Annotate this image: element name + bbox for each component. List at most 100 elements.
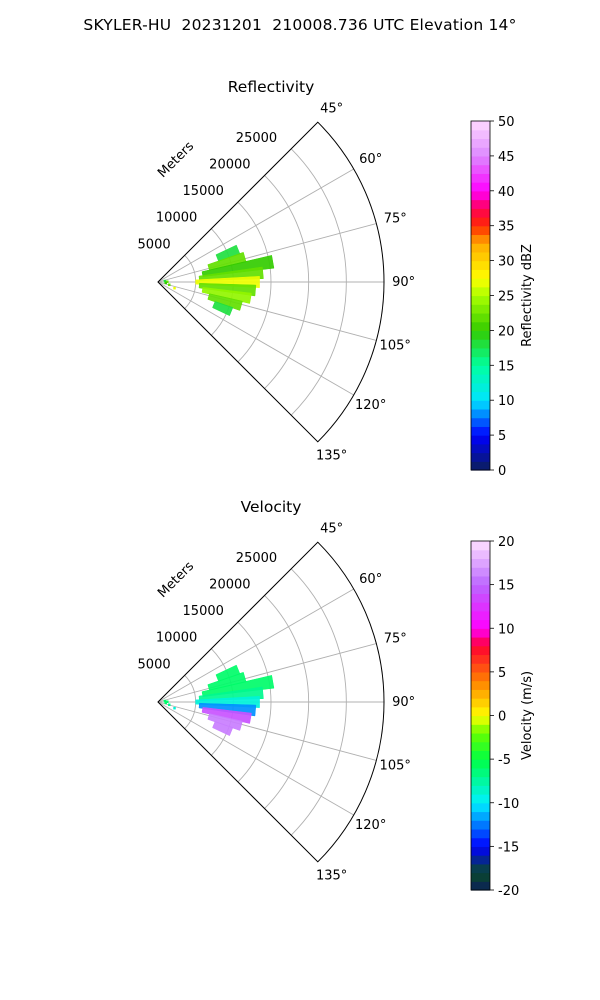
data-speck — [173, 286, 176, 290]
data-cell — [212, 721, 234, 737]
colorbar-segment — [471, 698, 490, 708]
colorbar-segment — [471, 785, 490, 795]
panel-title: Velocity — [241, 498, 302, 516]
colorbar-segment — [471, 295, 490, 305]
colorbar-segment — [471, 724, 490, 734]
colorbar-segment — [471, 225, 490, 236]
colorbar-segment — [471, 286, 490, 297]
colorbar-segment — [471, 541, 490, 551]
colorbar-segment — [471, 872, 490, 882]
colorbar-segment — [471, 680, 490, 690]
colorbar-segment — [471, 846, 490, 856]
angle-tick-label: 75° — [384, 211, 407, 226]
azimuth-spoke — [157, 588, 354, 703]
colorbar-tick-label: 15 — [498, 359, 515, 374]
figure-title: SKYLER-HU 20231201 210008.736 UTC Elevat… — [83, 16, 517, 34]
colorbar-segment — [471, 260, 490, 270]
colorbar-segment — [471, 164, 490, 174]
colorbar-segment — [471, 155, 490, 166]
colorbar-segment — [471, 654, 490, 664]
colorbar-segment — [471, 312, 490, 323]
colorbar-segment — [471, 382, 490, 393]
data-cell — [212, 301, 234, 317]
range-axis-label: Meters — [155, 559, 197, 601]
angle-tick-label: 105° — [380, 759, 411, 774]
colorbar-segment — [471, 452, 490, 462]
colorbar-segment — [471, 426, 490, 436]
colorbar-segment — [471, 767, 490, 778]
colorbar-segment — [471, 199, 490, 209]
colorbar-segment — [471, 593, 490, 603]
colorbar-tick-label: 20 — [498, 535, 515, 550]
colorbar-tick-label: 0 — [498, 710, 506, 725]
colorbar-tick-label: 15 — [498, 579, 515, 594]
data-speck — [164, 281, 168, 285]
colorbar-segment — [471, 173, 490, 183]
range-tick-label: 5000 — [138, 237, 171, 252]
colorbar-segment — [471, 408, 490, 419]
colorbar-segment — [471, 182, 490, 192]
colorbar-segment — [471, 802, 490, 813]
data-speck — [168, 283, 171, 287]
colorbar-segment — [471, 269, 490, 279]
range-tick-label: 25000 — [236, 551, 277, 566]
colorbar-segment — [471, 549, 490, 560]
colorbar-tick-label: 10 — [498, 622, 515, 637]
colorbar-segment — [471, 304, 490, 314]
colorbar-tick-label: 50 — [498, 115, 515, 130]
colorbar-segment — [471, 636, 490, 647]
colorbar-segment — [471, 750, 490, 760]
azimuth-spoke — [157, 701, 377, 761]
colorbar-segment — [471, 129, 490, 140]
range-tick-label: 20000 — [209, 157, 250, 172]
angle-tick-label: 90° — [392, 275, 415, 290]
colorbar-segment — [471, 645, 490, 656]
colorbar-segment — [471, 365, 490, 375]
angle-tick-label: 120° — [355, 398, 386, 413]
data-speck — [166, 280, 169, 284]
colorbar-segment — [471, 417, 490, 427]
colorbar-segment — [471, 811, 490, 821]
radar-panel: Reflectivity 45° 60° 75° 90° 105° 120° 135° 5000… — [138, 78, 535, 479]
data-speck — [168, 703, 171, 707]
colorbar-tick-label: 35 — [498, 220, 515, 235]
colorbar-segment — [471, 732, 490, 743]
colorbar-segment — [471, 706, 490, 717]
colorbar-tick-label: -10 — [498, 797, 519, 812]
range-tick-label: 25000 — [236, 131, 277, 146]
colorbar-segment — [471, 828, 490, 839]
colorbar-segment — [471, 741, 490, 751]
colorbar-segment — [471, 400, 490, 410]
colorbar-segment — [471, 347, 490, 358]
colorbar-segment — [471, 610, 490, 621]
colorbar-segment — [471, 881, 490, 891]
colorbar-segment — [471, 330, 490, 340]
range-tick-label: 5000 — [138, 657, 171, 672]
data-speck — [163, 279, 167, 283]
colorbar-segment — [471, 356, 490, 366]
colorbar-tick-label: 30 — [498, 255, 515, 270]
colorbar-segment — [471, 147, 490, 157]
colorbar-label: Reflectivity dBZ — [520, 244, 535, 347]
panel-title: Reflectivity — [228, 78, 315, 96]
azimuth-spoke — [157, 281, 377, 341]
colorbar-tick-label: 5 — [498, 429, 506, 444]
colorbar-tick-label: -5 — [498, 753, 511, 768]
colorbar-segment — [471, 863, 490, 874]
colorbar-tick-label: 5 — [498, 666, 506, 681]
colorbar-tick-label: 0 — [498, 464, 506, 479]
angle-tick-label: 60° — [359, 152, 382, 167]
data-speck — [173, 706, 176, 710]
azimuth-spoke — [157, 281, 354, 396]
data-cell — [201, 675, 275, 697]
colorbar-label: Velocity (m/s) — [520, 671, 535, 760]
colorbar-segment — [471, 619, 490, 629]
colorbar-segment — [471, 234, 490, 244]
colorbar-segment — [471, 558, 490, 568]
angle-tick-label: 135° — [316, 869, 347, 884]
data-cell — [201, 707, 252, 724]
angle-tick-label: 135° — [316, 449, 347, 464]
colorbar-segment — [471, 671, 490, 682]
angle-tick-label: 90° — [392, 695, 415, 710]
